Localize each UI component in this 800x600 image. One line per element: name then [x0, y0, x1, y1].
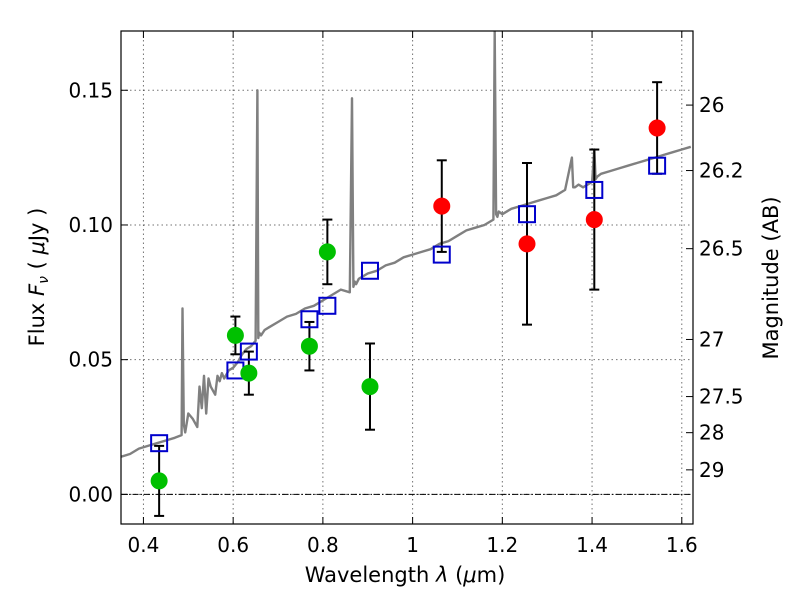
y2-tick-label: 28	[699, 421, 724, 445]
y-axis-ticks: 0.00 0.05 0.10 0.15	[68, 78, 128, 506]
x-axis-ticks: 0.4 0.6 0.8 1 1.2 1.4 1.6	[128, 31, 698, 557]
model-boxes	[150, 156, 667, 453]
data-point	[648, 119, 666, 137]
x-tick-label: 0.6	[217, 533, 249, 557]
y2-tick-label: 26.5	[699, 237, 744, 261]
plot-area	[121, 31, 692, 458]
x-tick-label: 1.6	[666, 533, 698, 557]
x-tick-label: 1.2	[486, 533, 518, 557]
x-tick-label: 1	[406, 533, 419, 557]
y-tick-label: 0.00	[68, 482, 113, 506]
y-tick-label: 0.10	[68, 213, 113, 237]
y2-tick-label: 26	[699, 93, 724, 117]
y-tick-label: 0.05	[68, 348, 113, 372]
data-point	[300, 337, 318, 355]
x-axis-label: Wavelength λ (μm)	[305, 563, 506, 587]
data-point	[361, 378, 379, 396]
model-box	[585, 180, 604, 199]
data-point	[518, 235, 536, 253]
model-box	[239, 342, 258, 361]
y2-tick-label: 29	[699, 458, 724, 482]
grid	[121, 31, 693, 524]
x-tick-label: 0.8	[307, 533, 339, 557]
model-box	[300, 310, 319, 329]
model-box	[318, 296, 337, 315]
data-point	[226, 326, 244, 344]
y2-tick-label: 27.5	[699, 385, 744, 409]
model-box	[150, 434, 169, 453]
data-point	[240, 364, 258, 382]
data-point	[150, 472, 168, 490]
data-point	[433, 197, 451, 215]
y2-tick-label: 27	[699, 327, 724, 351]
x-tick-label: 1.4	[576, 533, 608, 557]
model-box	[518, 205, 537, 224]
y2-axis-label: Magnitude (AB)	[759, 196, 783, 359]
spectrum-line	[121, 31, 692, 458]
y-axis-label: Flux Fν ( μJy )	[25, 208, 52, 347]
data-point	[318, 243, 336, 261]
model-box	[648, 156, 667, 175]
data-points	[150, 119, 666, 490]
errorbars	[154, 81, 663, 517]
plot-frame	[120, 30, 694, 525]
model-box	[432, 245, 451, 264]
data-point	[585, 211, 603, 229]
y2-axis-ticks: 26 26.2 26.5 27 27.5 28 29	[686, 93, 744, 482]
model-box	[360, 261, 379, 280]
y2-tick-label: 26.2	[699, 159, 744, 183]
x-tick-label: 0.4	[128, 533, 160, 557]
y-tick-label: 0.15	[68, 78, 113, 102]
